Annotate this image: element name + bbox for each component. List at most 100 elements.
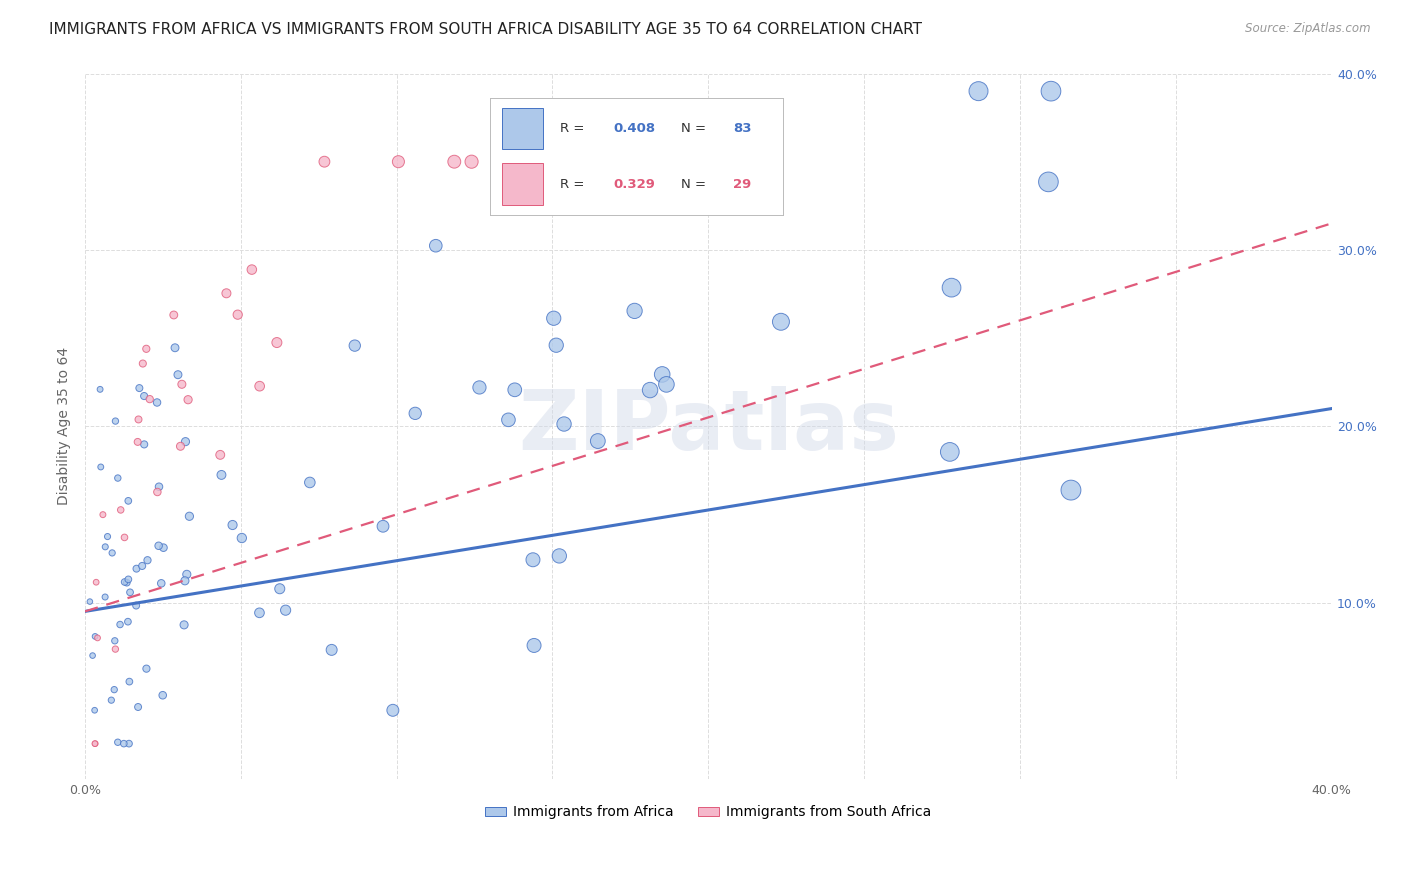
- Point: [163, 341, 186, 355]
- Point: [939, 445, 962, 459]
- Point: [104, 414, 127, 428]
- Point: [543, 311, 565, 326]
- Point: [249, 379, 271, 393]
- Point: [128, 412, 150, 426]
- Point: [177, 392, 200, 407]
- Point: [269, 582, 291, 596]
- Point: [152, 688, 174, 702]
- Point: [83, 703, 105, 717]
- Point: [522, 553, 544, 567]
- Point: [117, 573, 139, 587]
- Point: [231, 531, 253, 545]
- Point: [84, 629, 107, 643]
- Point: [174, 434, 197, 449]
- Point: [941, 280, 963, 294]
- Point: [118, 737, 141, 751]
- Text: ZIPatlas: ZIPatlas: [517, 385, 898, 467]
- Point: [226, 308, 249, 322]
- Point: [84, 737, 107, 751]
- Point: [127, 434, 149, 449]
- Point: [148, 480, 170, 494]
- Point: [127, 700, 149, 714]
- Point: [515, 154, 537, 169]
- Point: [107, 471, 129, 485]
- Point: [148, 539, 170, 553]
- Point: [638, 383, 661, 397]
- Point: [249, 606, 271, 620]
- Point: [146, 395, 169, 409]
- Point: [623, 304, 645, 318]
- Point: [523, 639, 546, 653]
- Point: [107, 735, 129, 749]
- Point: [125, 599, 148, 613]
- Point: [104, 633, 127, 648]
- Point: [298, 475, 321, 490]
- Point: [209, 448, 232, 462]
- Point: [553, 417, 575, 431]
- Point: [134, 389, 156, 403]
- Point: [152, 541, 174, 555]
- Point: [343, 338, 366, 352]
- Point: [108, 617, 131, 632]
- Point: [94, 590, 117, 604]
- Point: [135, 662, 157, 676]
- Point: [468, 380, 491, 394]
- Point: [321, 643, 343, 657]
- Point: [503, 383, 526, 397]
- Point: [586, 434, 609, 448]
- Y-axis label: Disability Age 35 to 64: Disability Age 35 to 64: [58, 347, 72, 505]
- Point: [174, 574, 197, 588]
- Point: [651, 368, 673, 382]
- Point: [135, 342, 157, 356]
- Point: [100, 693, 122, 707]
- Point: [1039, 84, 1062, 98]
- Point: [103, 682, 125, 697]
- Point: [546, 338, 568, 352]
- Point: [136, 553, 159, 567]
- Point: [118, 585, 141, 599]
- Point: [240, 262, 263, 277]
- Point: [266, 335, 288, 350]
- Point: [443, 154, 465, 169]
- Point: [89, 382, 111, 396]
- Point: [131, 558, 153, 573]
- Point: [371, 519, 394, 533]
- Point: [96, 530, 118, 544]
- Point: [221, 518, 243, 533]
- Text: Source: ZipAtlas.com: Source: ZipAtlas.com: [1246, 22, 1371, 36]
- Point: [169, 439, 191, 453]
- Point: [1038, 175, 1060, 189]
- Point: [387, 154, 409, 169]
- Point: [79, 594, 101, 608]
- Point: [86, 631, 108, 645]
- Point: [90, 460, 112, 475]
- Point: [167, 368, 190, 382]
- Point: [967, 84, 990, 98]
- Text: IMMIGRANTS FROM AFRICA VS IMMIGRANTS FROM SOUTH AFRICA DISABILITY AGE 35 TO 64 C: IMMIGRANTS FROM AFRICA VS IMMIGRANTS FRO…: [49, 22, 922, 37]
- Point: [498, 413, 520, 427]
- Point: [112, 737, 135, 751]
- Point: [460, 154, 482, 169]
- Point: [425, 238, 447, 252]
- Point: [170, 377, 193, 392]
- Point: [84, 737, 107, 751]
- Point: [146, 485, 169, 500]
- Point: [104, 642, 127, 657]
- Point: [114, 530, 136, 544]
- Point: [179, 509, 201, 524]
- Point: [381, 703, 404, 717]
- Point: [274, 603, 297, 617]
- Point: [117, 615, 139, 629]
- Point: [215, 286, 238, 301]
- Point: [211, 467, 233, 482]
- Point: [644, 184, 666, 198]
- Point: [176, 567, 198, 582]
- Point: [314, 154, 336, 169]
- Point: [132, 357, 155, 371]
- Point: [117, 493, 139, 508]
- Point: [173, 618, 195, 632]
- Point: [84, 575, 107, 590]
- Point: [115, 575, 138, 590]
- Point: [101, 546, 124, 560]
- Legend: Immigrants from Africa, Immigrants from South Africa: Immigrants from Africa, Immigrants from …: [479, 800, 936, 825]
